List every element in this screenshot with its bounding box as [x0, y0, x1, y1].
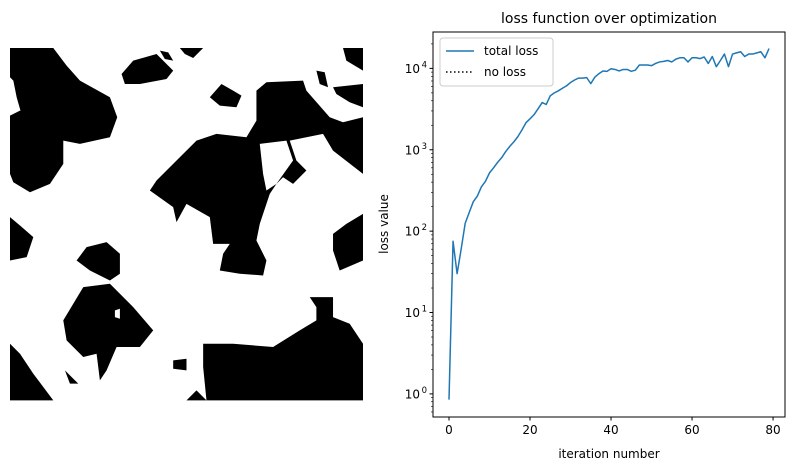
x-tick-label: 20 [522, 423, 537, 437]
y-tick-label: 10 [405, 225, 420, 239]
y-tick-exponent: 4 [422, 60, 427, 70]
y-tick-exponent: 3 [422, 142, 427, 152]
axes-frame [432, 31, 786, 418]
chart-title: loss function over optimization [501, 11, 717, 27]
legend-no-loss-label: no loss [484, 65, 526, 79]
x-axis-label: iteration number [558, 447, 659, 461]
legend-total-loss-label: total loss [484, 44, 538, 58]
x-tick-label: 0 [445, 423, 453, 437]
x-tick-label: 80 [765, 423, 780, 437]
solid-phase [10, 48, 363, 401]
legend: total loss no loss [439, 37, 554, 87]
microstructure-image [10, 48, 363, 401]
x-tick-label: 60 [684, 423, 699, 437]
y-tick-exponent: 1 [422, 305, 427, 315]
y-tick-label: 10 [405, 143, 420, 157]
y-tick-label: 10 [405, 387, 420, 401]
y-tick-label: 10 [405, 306, 420, 320]
x-tick-label: 40 [603, 423, 618, 437]
y-tick-exponent: 2 [422, 223, 427, 233]
y-axis-label: loss value [377, 194, 391, 254]
total-loss-line [448, 48, 770, 400]
pore-phase-holes [114, 140, 294, 319]
y-tick-exponent: 0 [422, 386, 427, 396]
y-tick-label: 10 [405, 62, 420, 76]
